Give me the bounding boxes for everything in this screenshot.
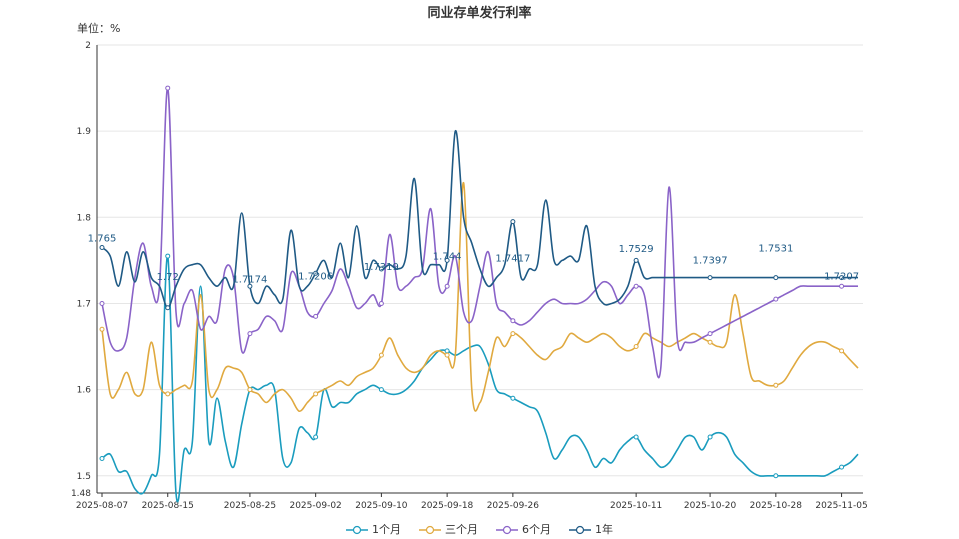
data-label: 1.7206	[298, 272, 333, 283]
legend-label: 1年	[595, 523, 613, 536]
data-point-3	[247, 283, 253, 289]
series-line-1	[101, 181, 859, 413]
data-point-1	[247, 387, 253, 393]
y-tick-label: 2	[85, 41, 91, 51]
data-point-3	[313, 270, 319, 276]
y-tick-label: 1.7	[77, 299, 91, 309]
data-label: 1.7531	[758, 244, 793, 255]
data-point-1	[510, 331, 516, 337]
data-point-3	[99, 244, 105, 250]
data-point-0	[633, 434, 639, 440]
data-point-0	[839, 464, 845, 470]
data-point-3	[773, 275, 779, 281]
data-point-3	[510, 219, 516, 225]
chart-title: 同业存单发行利率	[427, 6, 532, 21]
data-point-1	[444, 352, 450, 358]
legend-swatch	[496, 525, 518, 535]
data-point-1	[165, 391, 171, 397]
data-label: 1.7207	[824, 272, 859, 283]
data-point-2	[707, 331, 713, 337]
legend-item[interactable]: 1个月	[346, 521, 401, 537]
x-tick-label: 2025-08-15	[142, 501, 194, 511]
unit-label: 单位：%	[77, 22, 121, 35]
x-tick-label: 2025-09-02	[289, 501, 341, 511]
data-point-1	[839, 348, 845, 354]
data-label: 1.72	[157, 272, 179, 283]
data-point-3	[839, 275, 845, 281]
data-label: 1.7397	[693, 255, 728, 266]
legend-item[interactable]: 6个月	[496, 521, 551, 537]
data-point-0	[707, 434, 713, 440]
x-tick-label: 2025-11-05	[815, 501, 867, 511]
data-point-0	[99, 456, 105, 462]
legend-label: 6个月	[522, 523, 551, 536]
data-point-2	[313, 313, 319, 319]
y-tick-label: 1.48	[71, 489, 91, 499]
data-point-1	[313, 391, 319, 397]
data-point-1	[99, 326, 105, 332]
data-point-1	[633, 344, 639, 350]
data-point-3	[165, 305, 171, 311]
data-point-3	[444, 257, 450, 263]
series-line-3	[101, 130, 858, 309]
legend: 1个月 三个月 6个月 1年	[0, 521, 959, 537]
legend-item[interactable]: 1年	[569, 521, 613, 537]
data-point-0	[165, 253, 171, 259]
data-point-3	[633, 257, 639, 263]
x-tick-label: 2025-10-28	[750, 501, 803, 511]
data-point-0	[313, 434, 319, 440]
x-tick-label: 2025-09-10	[355, 501, 408, 511]
data-point-0	[510, 395, 516, 401]
x-tick-label: 2025-08-07	[76, 501, 128, 511]
legend-swatch	[419, 525, 441, 535]
y-tick-label: 1.8	[77, 213, 92, 223]
data-point-0	[444, 348, 450, 354]
data-label: 1.744	[433, 252, 462, 263]
data-point-3	[378, 266, 384, 272]
data-label: 1.7529	[619, 244, 654, 255]
data-label: 1.765	[88, 233, 117, 244]
legend-label: 1个月	[372, 523, 401, 536]
data-point-2	[510, 318, 516, 324]
x-tick-label: 2025-10-11	[610, 501, 662, 511]
series-line-0	[101, 255, 859, 503]
data-label: 1.7417	[495, 254, 530, 265]
data-label: 1.7319	[364, 262, 399, 273]
data-point-2	[99, 300, 105, 306]
x-tick-label: 2025-08-25	[224, 501, 276, 511]
legend-swatch	[346, 525, 368, 535]
series-line-2	[101, 87, 859, 379]
data-point-1	[773, 382, 779, 388]
x-tick-label: 2025-09-18	[421, 501, 474, 511]
y-tick-label: 1.6	[77, 386, 92, 396]
data-point-2	[633, 283, 639, 289]
data-point-2	[247, 331, 253, 337]
data-point-2	[839, 283, 845, 289]
data-point-2	[165, 85, 171, 91]
data-point-0	[773, 473, 779, 479]
data-point-2	[444, 283, 450, 289]
y-tick-label: 1.9	[77, 127, 92, 137]
legend-item[interactable]: 三个月	[419, 521, 478, 537]
data-point-2	[378, 300, 384, 306]
data-point-1	[378, 352, 384, 358]
data-point-0	[378, 387, 384, 393]
data-point-1	[707, 339, 713, 345]
x-tick-label: 2025-09-26	[487, 501, 540, 511]
y-tick-label: 1.5	[77, 472, 91, 482]
data-point-2	[773, 296, 779, 302]
legend-label: 三个月	[445, 523, 478, 536]
data-point-3	[707, 275, 713, 281]
x-tick-label: 2025-10-20	[684, 501, 737, 511]
legend-swatch	[569, 525, 591, 535]
data-label: 1.7174	[232, 274, 267, 285]
